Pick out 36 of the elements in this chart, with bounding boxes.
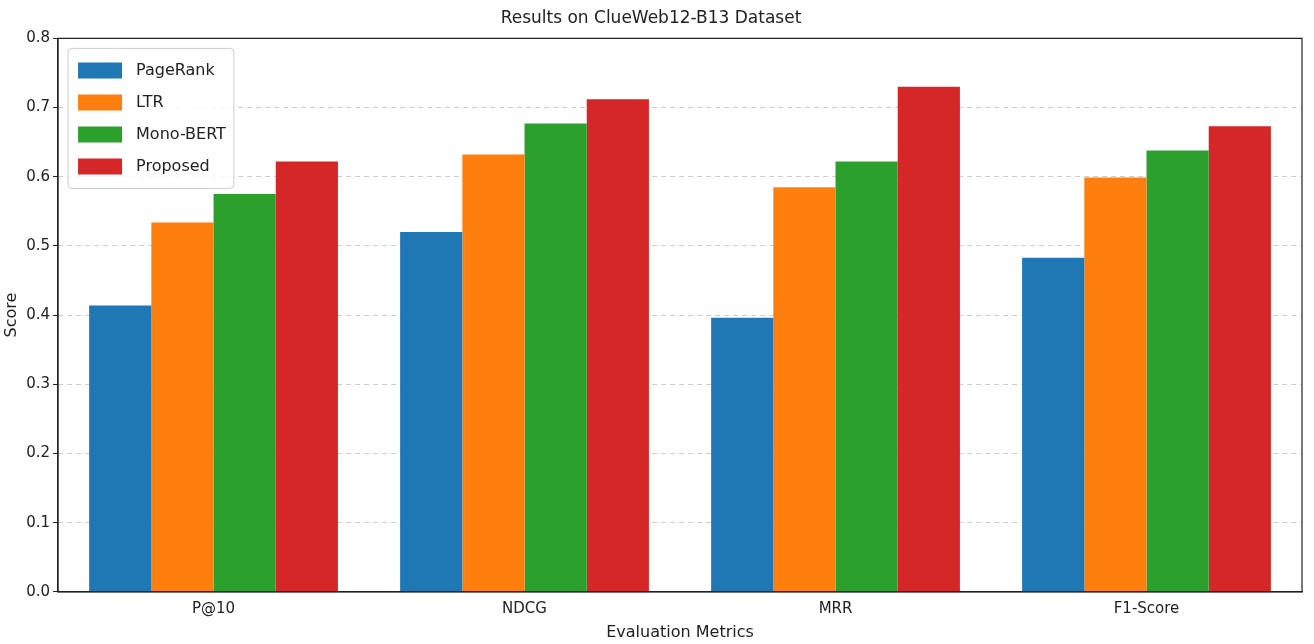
y-tick-label: 0.3: [26, 374, 51, 393]
legend-label: Mono-BERT: [136, 123, 227, 143]
y-tick-label: 0.0: [26, 581, 51, 600]
bar: [213, 194, 276, 592]
bar: [773, 187, 836, 592]
bar: [1146, 150, 1209, 592]
bar: [897, 86, 960, 592]
bar: [400, 232, 463, 592]
bar: [835, 161, 898, 592]
chart-title: Results on ClueWeb12-B13 Dataset: [500, 6, 802, 27]
y-tick-label: 0.1: [26, 512, 51, 531]
legend-label: LTR: [136, 91, 164, 111]
y-tick-label: 0.2: [26, 443, 51, 462]
y-tick-label: 0.6: [26, 166, 51, 185]
bar: [586, 99, 649, 592]
bar: [1022, 257, 1085, 592]
x-tick-label: F1-Score: [1113, 598, 1180, 617]
y-tick-label: 0.7: [26, 97, 51, 116]
x-axis-title: Evaluation Metrics: [606, 621, 754, 641]
x-tick-label: NDCG: [502, 598, 547, 617]
bar: [1208, 126, 1271, 592]
bar: [275, 161, 338, 592]
bar: [524, 123, 587, 592]
x-tick-label: P@10: [191, 598, 236, 617]
y-tick-label: 0.4: [26, 304, 51, 323]
bar: [1084, 177, 1147, 592]
legend-label: Proposed: [136, 155, 210, 175]
bar: [151, 222, 214, 592]
x-tick-label: MRR: [818, 598, 853, 617]
y-axis-title: Score: [0, 292, 20, 338]
bar: [711, 317, 774, 592]
bar: [89, 305, 152, 592]
y-tick-label: 0.5: [26, 235, 51, 254]
bar: [462, 154, 525, 592]
legend-label: PageRank: [136, 59, 216, 79]
y-tick-label: 0.8: [26, 28, 51, 47]
